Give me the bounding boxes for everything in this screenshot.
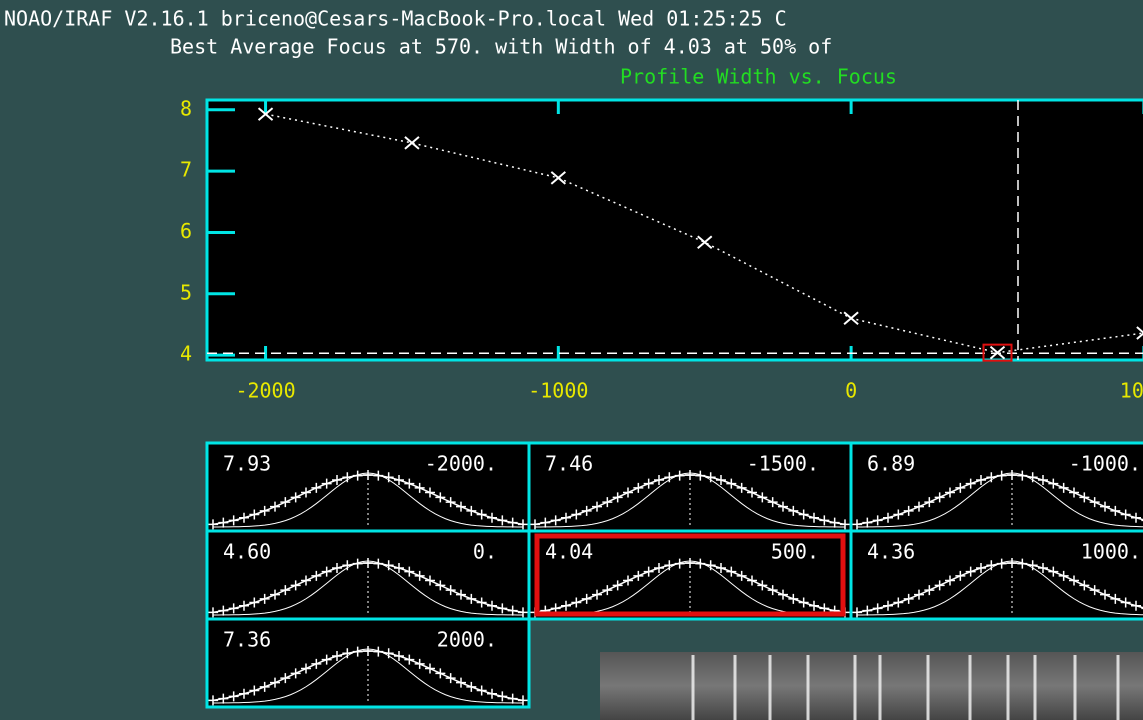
panel-focus: 500. [771,540,819,564]
panel-focus: -2000. [425,452,497,476]
panel-width: 7.36 [223,628,271,652]
page: NOAO/IRAF V2.16.1 briceno@Cesars-MacBook… [0,0,1143,720]
panel-width: 7.46 [545,452,593,476]
screen: NOAO/IRAF V2.16.1 briceno@Cesars-MacBook… [0,0,1143,720]
profile-panel: 4.04 500. [529,531,851,619]
panel-width: 6.89 [867,452,915,476]
x-tick-label: -1000 [528,379,588,403]
x-tick-label: 0 [845,379,857,403]
panel-focus: 0. [473,540,497,564]
profile-panel: 7.93 -2000. [207,443,529,531]
x-tick-label: 1000 [1120,379,1143,403]
header-line: NOAO/IRAF V2.16.1 briceno@Cesars-MacBook… [4,7,787,31]
panel-width: 4.60 [223,540,271,564]
x-tick-label: -2000 [235,379,295,403]
y-tick-label: 6 [180,219,192,243]
chart-title: Profile Width vs. Focus [620,65,897,89]
profile-panel: 7.36 2000. [207,619,529,707]
y-tick-label: 8 [180,96,192,120]
y-tick-label: 7 [180,158,192,182]
profile-panel: 6.89 -1000. [851,443,1143,531]
panel-width: 7.93 [223,452,271,476]
spectrum-image [600,652,1143,720]
y-tick-label: 5 [180,280,192,304]
profile-panel: 4.60 0. [207,531,529,619]
y-tick-label: 4 [180,342,192,366]
header-line: Best Average Focus at 570. with Width of… [170,35,832,59]
panel-focus: 1000. [1081,540,1141,564]
profile-panel: 4.36 1000. [851,531,1143,619]
panel-focus: -1000. [1069,452,1141,476]
profile-panel: 7.46 -1500. [529,443,851,531]
panel-focus: -1500. [747,452,819,476]
panel-width: 4.04 [545,540,593,564]
panel-focus: 2000. [437,628,497,652]
panel-width: 4.36 [867,540,915,564]
spectrum-background [600,652,1143,720]
